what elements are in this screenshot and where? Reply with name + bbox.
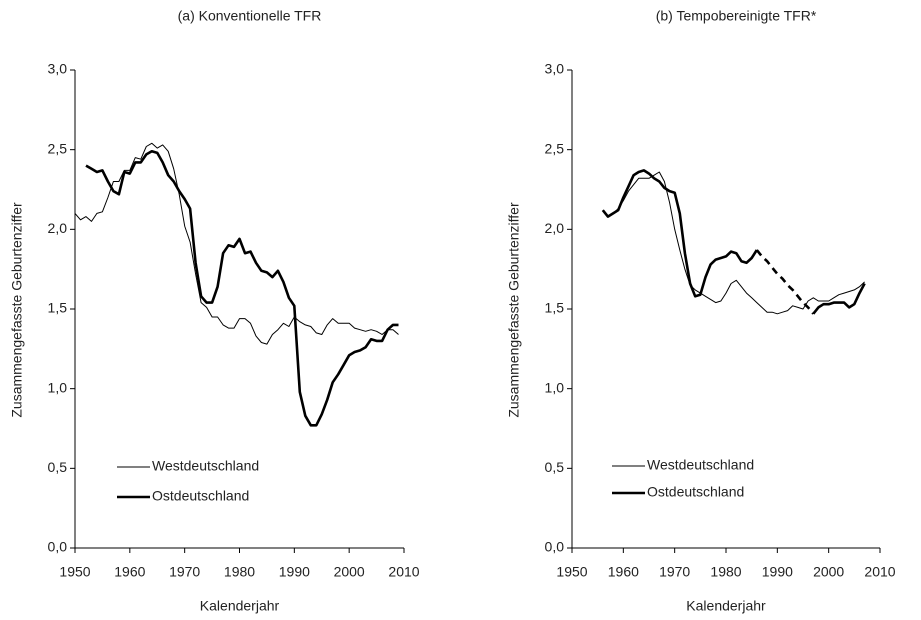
y-tick-label: 0,0	[545, 539, 565, 555]
x-tick-label: 2010	[864, 564, 895, 580]
series-line	[601, 169, 758, 298]
y-tick-label: 0,0	[48, 539, 68, 555]
y-tick-label: 0,5	[545, 459, 565, 475]
x-tick-label: 1960	[608, 564, 639, 580]
x-tick-label: 1990	[762, 564, 793, 580]
y-tick-label: 2,5	[545, 140, 565, 156]
legend-label: Ostdeutschland	[152, 488, 249, 504]
y-axis-label: Zusammengefasste Geburtenziffer	[9, 202, 25, 418]
x-tick-label: 1950	[59, 564, 90, 580]
x-axis-label: Kalenderjahr	[200, 598, 280, 614]
x-tick-label: 2000	[813, 564, 844, 580]
y-tick-label: 3,0	[545, 61, 565, 77]
series-line	[85, 150, 399, 427]
series-line	[812, 282, 866, 315]
x-tick-label: 1980	[710, 564, 741, 580]
legend-label: Westdeutschland	[152, 458, 259, 474]
y-tick-label: 3,0	[48, 61, 68, 77]
y-tick-label: 2,0	[48, 220, 68, 236]
y-tick-label: 1,0	[48, 379, 68, 395]
y-tick-label: 1,5	[545, 300, 565, 316]
x-tick-label: 1970	[659, 564, 690, 580]
chart-title: (b) Tempobereinigte TFR*	[656, 8, 817, 24]
x-tick-label: 1970	[169, 564, 200, 580]
series-line	[74, 142, 399, 345]
x-tick-label: 1980	[224, 564, 255, 580]
y-tick-label: 1,5	[48, 300, 68, 316]
y-tick-label: 1,0	[545, 379, 565, 395]
x-tick-label: 1960	[114, 564, 145, 580]
y-axis-label: Zusammengefasste Geburtenziffer	[506, 202, 522, 418]
x-axis-label: Kalenderjahr	[686, 598, 766, 614]
series-line	[602, 171, 865, 315]
x-tick-label: 1950	[556, 564, 587, 580]
x-tick-label: 2000	[334, 564, 365, 580]
legend-label: Ostdeutschland	[647, 484, 744, 500]
legend-label: Westdeutschland	[647, 457, 754, 473]
chart-title: (a) Konventionelle TFR	[178, 8, 322, 24]
y-tick-label: 0,5	[48, 459, 68, 475]
x-tick-label: 2010	[388, 564, 419, 580]
y-tick-label: 2,0	[545, 220, 565, 236]
x-tick-label: 1990	[279, 564, 310, 580]
y-tick-label: 2,5	[48, 140, 68, 156]
series-line	[755, 249, 815, 315]
